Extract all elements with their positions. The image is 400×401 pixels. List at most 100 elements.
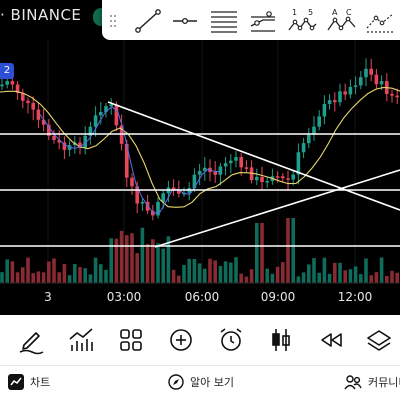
candle-body xyxy=(78,142,82,148)
layouts-icon[interactable] xyxy=(116,325,146,355)
candle-body xyxy=(223,163,228,167)
candle-body xyxy=(5,81,9,85)
pattern-1-5-label-b: 5 xyxy=(308,8,313,17)
volume-bar xyxy=(67,275,72,283)
volume-bar xyxy=(369,275,373,283)
volume-bar xyxy=(234,257,238,283)
pattern-abc-icon[interactable]: A C xyxy=(325,6,357,36)
volume-bar xyxy=(182,264,186,283)
volume-bar xyxy=(338,262,342,283)
candle-body xyxy=(99,111,103,116)
candle-body xyxy=(114,104,119,126)
volume-bar xyxy=(301,272,306,283)
volume-bar xyxy=(218,265,223,283)
candle-body xyxy=(275,176,280,178)
volume-bar xyxy=(317,272,321,283)
volume-bar xyxy=(223,261,228,283)
volume-bar xyxy=(307,264,311,283)
candle-body xyxy=(307,134,311,144)
nav-ideas[interactable]: 알아 보기 xyxy=(168,374,234,390)
parallel-channel-icon[interactable] xyxy=(247,6,279,36)
volume-bar xyxy=(187,258,191,283)
volume-bar xyxy=(151,239,155,283)
volume-bar xyxy=(15,272,20,283)
volume-bar xyxy=(88,274,93,283)
candle-body xyxy=(229,160,233,164)
candle-body xyxy=(10,81,15,85)
candle-body xyxy=(327,100,332,104)
pattern-1-5-icon[interactable]: 1 5 xyxy=(286,6,318,36)
candle-body xyxy=(364,68,368,78)
volume-bar xyxy=(125,235,129,283)
candle-body xyxy=(390,93,394,96)
volume-bar xyxy=(353,266,358,283)
volume-bar xyxy=(359,274,363,283)
compass-icon xyxy=(168,374,184,390)
alarm-clock-icon[interactable] xyxy=(216,325,246,355)
candle-body xyxy=(192,174,197,189)
triangle-lower-trend-line[interactable] xyxy=(154,169,400,248)
candle-body xyxy=(36,109,41,120)
horizontal-ray-icon[interactable] xyxy=(169,6,201,36)
layers-icon[interactable] xyxy=(364,325,394,355)
nav-chart[interactable]: 차트 xyxy=(8,374,50,390)
price-chart[interactable] xyxy=(0,40,400,315)
volume-bar xyxy=(156,243,160,283)
volume-bar xyxy=(109,238,113,283)
candle-body xyxy=(343,91,347,95)
candle-body xyxy=(374,74,379,85)
volume-bar xyxy=(135,253,139,283)
candle-body xyxy=(156,201,160,216)
nav-community[interactable]: 커뮤니티 xyxy=(344,374,400,390)
trend-line-icon[interactable] xyxy=(132,6,164,36)
candle-body xyxy=(322,103,327,117)
volume-bar xyxy=(208,258,212,283)
volume-bar xyxy=(36,271,41,283)
volume-bars xyxy=(0,218,399,283)
drawing-toolbar: 1 5 A C xyxy=(102,0,400,40)
volume-bar xyxy=(161,248,165,283)
candle-body xyxy=(135,186,139,204)
candle-body xyxy=(109,104,113,107)
drawing-lines[interactable] xyxy=(0,101,400,248)
drag-handle-icon[interactable] xyxy=(109,14,117,28)
candle-body xyxy=(0,84,4,87)
volume-bar xyxy=(26,257,30,283)
candle-body xyxy=(21,92,25,101)
volume-bar xyxy=(171,269,176,283)
candle-body xyxy=(41,119,46,125)
candle-body xyxy=(88,126,93,136)
volume-bar xyxy=(374,272,379,283)
candle-chart-type-icon[interactable] xyxy=(266,325,296,355)
volume-bar xyxy=(114,238,119,283)
volume-bar xyxy=(145,244,150,283)
volume-bar xyxy=(119,230,124,283)
indicators-icon[interactable] xyxy=(66,325,96,355)
volume-bar xyxy=(286,218,290,283)
volume-bar xyxy=(343,270,347,283)
x-axis-label: 06:00 xyxy=(184,290,220,304)
horizontal-lines-icon[interactable] xyxy=(208,6,240,36)
candle-body xyxy=(379,81,384,85)
candlesticks xyxy=(0,58,399,221)
candle-body xyxy=(47,124,51,136)
candle-body xyxy=(31,103,35,110)
candle-body xyxy=(234,157,238,161)
projection-icon[interactable] xyxy=(364,6,396,36)
volume-bar xyxy=(104,269,108,283)
pen-icon[interactable] xyxy=(16,325,46,355)
volume-bar xyxy=(57,272,61,283)
nav-ideas-label: 알아 보기 xyxy=(190,376,234,389)
add-icon[interactable] xyxy=(166,325,196,355)
candle-body xyxy=(317,116,321,127)
candle-body xyxy=(359,77,363,86)
volume-bar xyxy=(21,267,25,283)
candle-body xyxy=(62,142,67,150)
volume-bar xyxy=(73,264,77,283)
candle-body xyxy=(197,170,202,175)
candle-body xyxy=(296,152,301,175)
triangle-upper-trend-line[interactable] xyxy=(107,101,400,211)
chart-icon xyxy=(8,374,24,390)
replay-icon[interactable] xyxy=(316,325,346,355)
volume-bar xyxy=(93,257,98,283)
